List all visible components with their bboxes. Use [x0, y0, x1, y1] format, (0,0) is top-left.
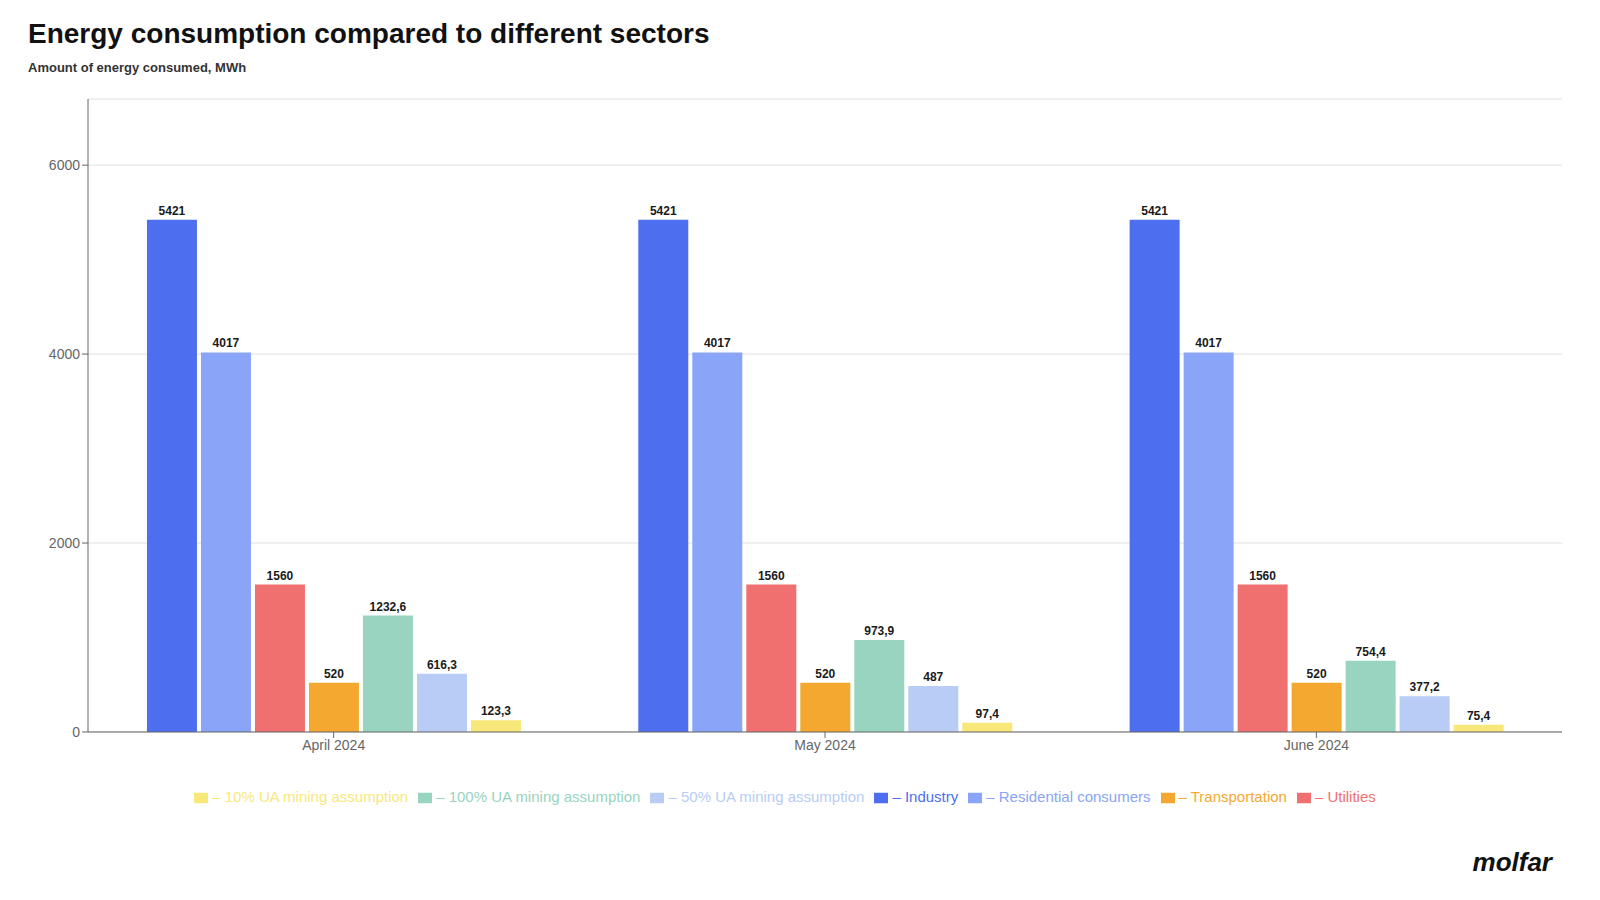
- html-text:Energy consumption compared to: Energy consumption compared to different…: [28, 18, 710, 49]
- svg-text:May 2024: May 2024: [794, 737, 856, 753]
- svg-text:75,4: 75,4: [1467, 709, 1491, 723]
- html-text:– Industry: – Industry: [892, 788, 959, 805]
- svg-text:1232,6: 1232,6: [370, 600, 407, 614]
- svg-text:616,3: 616,3: [427, 658, 457, 672]
- svg-text:520: 520: [815, 667, 835, 681]
- svg-text:4017: 4017: [213, 336, 240, 350]
- svg-text:973,9: 973,9: [864, 624, 894, 638]
- svg-text:487: 487: [923, 670, 943, 684]
- html-text:molfar: molfar: [1472, 847, 1552, 877]
- html-text:– Residential consumers: – Residential consumers: [986, 788, 1151, 805]
- html-text:– 100% UA mining assumption: – 100% UA mining assumption: [436, 788, 641, 805]
- svg-text:April 2024: April 2024: [302, 737, 365, 753]
- svg-text:6000: 6000: [49, 157, 80, 173]
- html-text:Amount of energy consumed, MWh: Amount of energy consumed, MWh: [28, 60, 247, 75]
- svg-text:377,2: 377,2: [1410, 680, 1440, 694]
- html-text:– 50% UA mining assumption: – 50% UA mining assumption: [668, 788, 865, 805]
- svg-text:4000: 4000: [49, 346, 80, 362]
- svg-text:1560: 1560: [267, 569, 294, 583]
- svg-text:123,3: 123,3: [481, 704, 511, 718]
- svg-text:2000: 2000: [49, 535, 80, 551]
- svg-text:97,4: 97,4: [976, 707, 1000, 721]
- html-text:– Transportation: – Transportation: [1178, 788, 1287, 805]
- svg-text:4017: 4017: [704, 336, 731, 350]
- svg-text:5421: 5421: [159, 204, 186, 218]
- svg-text:520: 520: [1307, 667, 1327, 681]
- svg-text:754,4: 754,4: [1356, 645, 1386, 659]
- svg-text:1560: 1560: [758, 569, 785, 583]
- svg-text:June 2024: June 2024: [1284, 737, 1350, 753]
- html-text:– 10% UA mining assumption: – 10% UA mining assumption: [212, 788, 409, 805]
- svg-text:520: 520: [324, 667, 344, 681]
- svg-text:5421: 5421: [1141, 204, 1168, 218]
- svg-text:0: 0: [72, 724, 80, 740]
- svg-text:5421: 5421: [650, 204, 677, 218]
- svg-text:4017: 4017: [1195, 336, 1222, 350]
- html-text:– Utilities: – Utilities: [1314, 788, 1376, 805]
- svg-text:1560: 1560: [1249, 569, 1276, 583]
